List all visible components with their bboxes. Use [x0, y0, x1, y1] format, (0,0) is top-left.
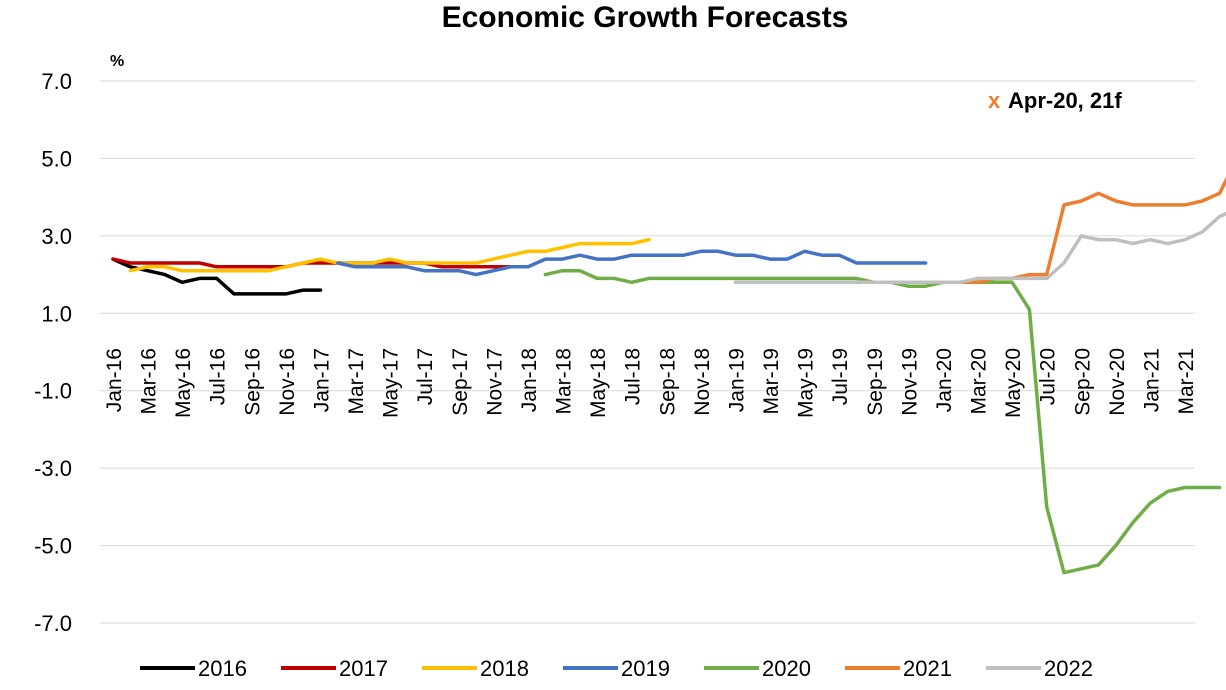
x-tick-label: Mar-16 [138, 348, 161, 415]
chart-title: Economic Growth Forecasts [442, 1, 849, 34]
annotation-marker: x [988, 88, 1001, 113]
x-tick-label: Nov-20 [1106, 348, 1129, 416]
x-tick-label: Jan-19 [725, 348, 748, 412]
x-tick-label: Mar-20 [968, 348, 991, 415]
x-tick-label: May-18 [587, 348, 610, 418]
x-tick-label: Mar-18 [553, 348, 576, 415]
x-tick-label: Mar-21 [1175, 348, 1198, 415]
y-tick-label: -5.0 [34, 534, 72, 559]
legend-label-2018: 2018 [480, 656, 529, 681]
legend-label-2022: 2022 [1044, 656, 1093, 681]
series-line-2020 [543, 268, 1222, 575]
series-line-2021 [733, 176, 1226, 285]
legend-label-2020: 2020 [762, 656, 811, 681]
x-tick-label: Sep-19 [864, 348, 887, 416]
y-axis-ticks: 7.0 5.0 3.0 1.0 -1.0 -3.0 -5.0 -7.0 [34, 69, 72, 636]
x-tick-label: Jan-16 [103, 348, 126, 412]
x-tick-label: Jan-21 [1140, 348, 1163, 412]
x-tick-label: Jul-17 [414, 348, 437, 405]
legend-label-2016: 2016 [198, 656, 247, 681]
series-lines [111, 176, 1226, 575]
series-line-2022 [733, 211, 1226, 285]
y-tick-label: 3.0 [41, 224, 72, 249]
x-tick-label: Mar-19 [760, 348, 783, 415]
annotation-text: Apr-20, 21f [1008, 88, 1122, 113]
y-tick-label: -7.0 [34, 611, 72, 636]
y-tick-label: -1.0 [34, 379, 72, 404]
annotation: x Apr-20, 21f [988, 88, 1122, 113]
series-line-2017 [111, 257, 513, 269]
legend: 2016 2017 2018 2019 2020 2021 2022 [140, 656, 1093, 681]
x-tick-label: May-19 [795, 348, 818, 418]
y-tick-label: 5.0 [41, 146, 72, 171]
y-tick-label: 1.0 [41, 301, 72, 326]
x-tick-label: Jul-20 [1037, 348, 1060, 405]
series-line-2019 [336, 249, 928, 277]
x-tick-label: Sep-20 [1071, 348, 1094, 416]
x-tick-label: Mar-17 [345, 348, 368, 415]
x-tick-label: Nov-18 [691, 348, 714, 416]
x-tick-label: Jan-20 [933, 348, 956, 412]
x-tick-label: Nov-16 [276, 348, 299, 416]
legend-label-2021: 2021 [903, 656, 952, 681]
x-tick-label: Jul-19 [829, 348, 852, 405]
gridlines [100, 80, 1195, 624]
x-tick-label: Nov-19 [898, 348, 921, 416]
x-tick-label: Jul-16 [207, 348, 230, 405]
legend-label-2017: 2017 [339, 656, 388, 681]
series-line-2018 [128, 237, 651, 273]
x-tick-label: Jan-18 [518, 348, 541, 412]
x-tick-label: May-17 [380, 348, 403, 418]
x-tick-label: Sep-17 [449, 348, 472, 416]
y-axis-unit-label: % [110, 53, 124, 70]
x-tick-label: Jan-17 [310, 348, 333, 412]
series-line-2016 [111, 257, 323, 296]
x-tick-label: Sep-18 [656, 348, 679, 416]
x-tick-label: Jul-18 [622, 348, 645, 405]
x-tick-label: Sep-16 [241, 348, 264, 416]
x-tick-label: Nov-17 [483, 348, 506, 416]
x-tick-label: May-20 [1002, 348, 1025, 418]
legend-label-2019: 2019 [621, 656, 670, 681]
y-tick-label: -3.0 [34, 456, 72, 481]
x-tick-label: May-16 [172, 348, 195, 418]
x-axis-ticks: Jan-16 Mar-16 May-16 Jul-16 Sep-16 Nov-16 Jan-… [103, 348, 1198, 418]
y-tick-label: 7.0 [41, 69, 72, 94]
